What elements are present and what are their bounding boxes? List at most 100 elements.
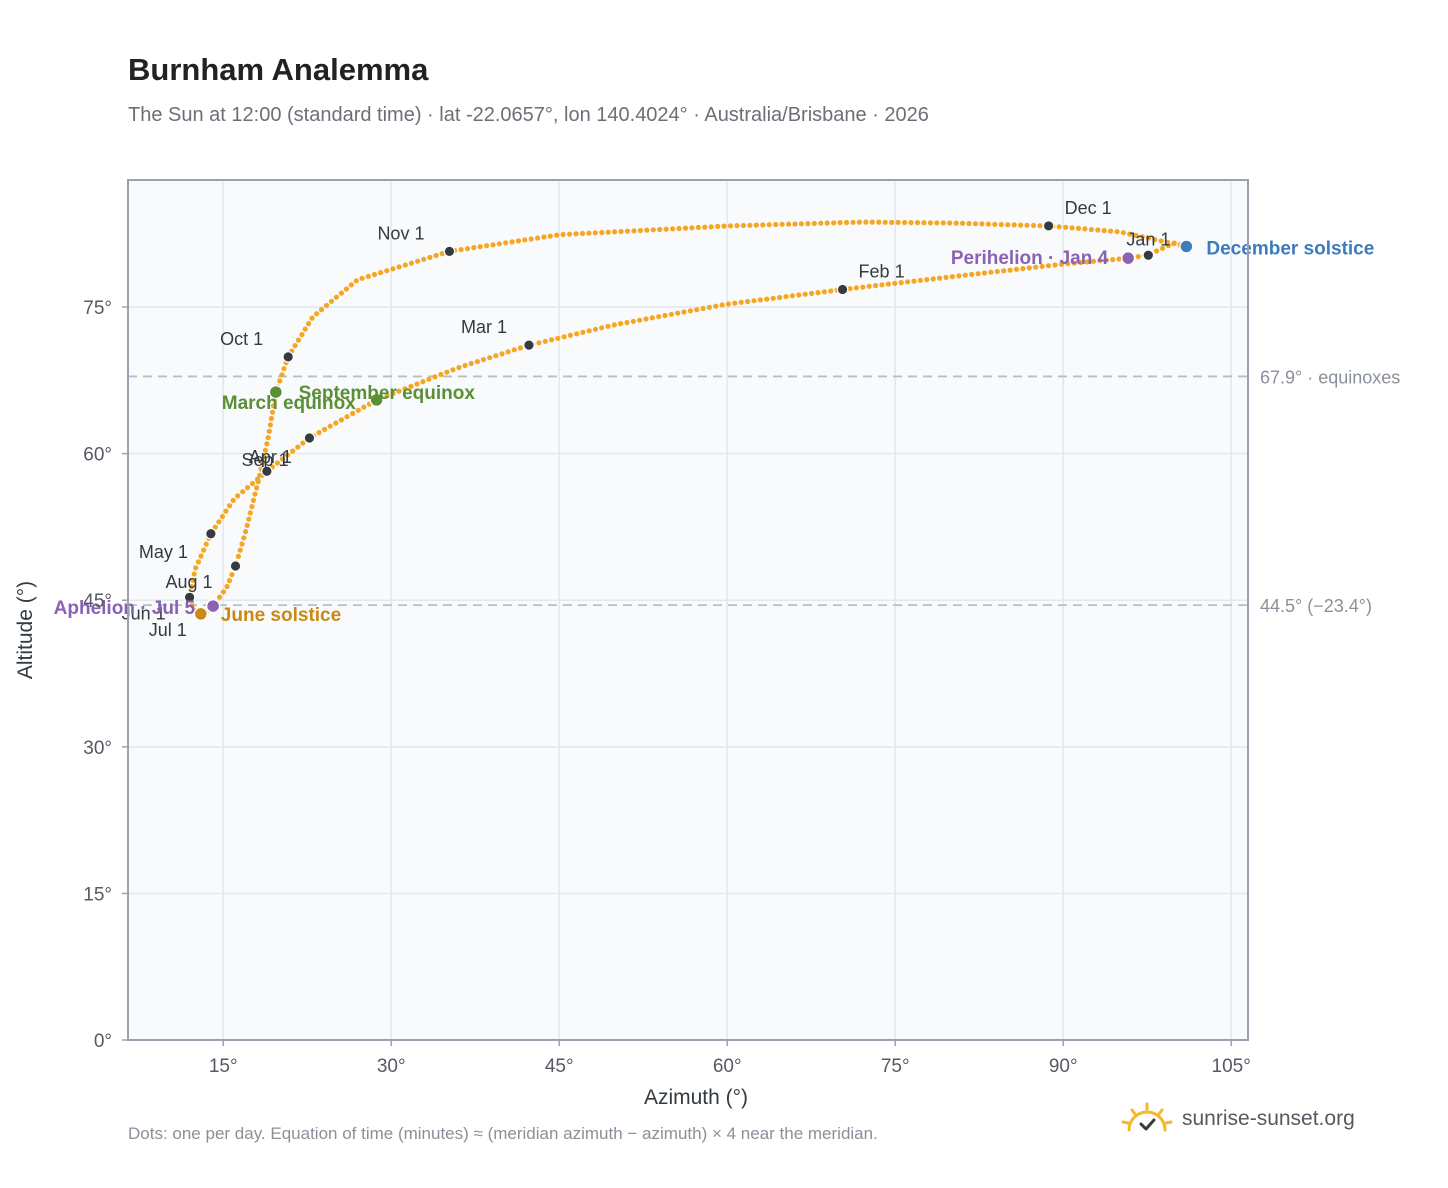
x-tick-label: 45° <box>545 1056 574 1077</box>
day-dot <box>725 301 732 307</box>
day-dot <box>193 565 199 571</box>
day-dot <box>764 296 770 302</box>
day-dot <box>937 275 943 281</box>
day-dot <box>1139 234 1145 240</box>
day-dot <box>255 479 261 485</box>
day-dot <box>338 417 344 423</box>
day-dot <box>637 317 643 323</box>
day-dot <box>396 388 402 394</box>
day-dot <box>734 223 740 229</box>
day-dot <box>438 371 444 378</box>
day-dot <box>241 535 247 541</box>
day-dot <box>262 447 268 453</box>
day-dot <box>1120 230 1126 236</box>
day-dot <box>477 244 483 250</box>
x-axis-label: Azimuth (°) <box>644 1086 748 1109</box>
month-marker <box>303 432 316 444</box>
day-dot <box>408 383 414 389</box>
x-tick-label: 15° <box>209 1056 238 1077</box>
day-dot <box>322 426 328 432</box>
plot-area <box>128 180 1248 1040</box>
day-dot <box>676 225 682 232</box>
day-dot <box>535 235 541 241</box>
day-dot <box>212 524 218 530</box>
brand[interactable]: sunrise-sunset.org <box>1120 1102 1355 1136</box>
day-dot <box>856 219 863 225</box>
day-dot <box>450 367 456 373</box>
day-dot <box>599 325 605 331</box>
day-dot <box>605 323 611 329</box>
day-dot <box>644 227 650 233</box>
day-dot <box>270 403 277 409</box>
event-marker <box>268 384 284 400</box>
day-dot <box>879 282 885 288</box>
day-dot <box>727 223 734 229</box>
day-dot <box>873 283 879 289</box>
day-dot <box>966 220 972 227</box>
day-dot <box>522 237 528 243</box>
day-dot <box>637 227 644 234</box>
day-dot <box>934 220 940 226</box>
day-dot <box>663 226 669 232</box>
day-dot <box>511 347 517 353</box>
day-dot <box>745 298 751 305</box>
day-dot <box>612 229 618 235</box>
day-dot <box>573 231 579 237</box>
day-dot <box>1013 266 1020 272</box>
day-dot <box>675 310 681 316</box>
day-dot <box>203 541 209 547</box>
day-dot <box>869 219 875 225</box>
day-dot <box>415 258 421 264</box>
day-dot <box>1065 261 1071 267</box>
day-dot <box>268 415 274 422</box>
day-dot <box>586 328 592 334</box>
day-dot <box>471 245 477 251</box>
day-dot <box>618 321 624 327</box>
day-dot <box>220 589 226 595</box>
x-tick-label: 60° <box>713 1056 742 1077</box>
day-dot <box>802 291 808 297</box>
day-dot <box>643 316 649 322</box>
day-dot <box>299 332 305 338</box>
event-label: September equinox <box>299 383 476 404</box>
day-dot <box>786 221 792 227</box>
day-dot <box>561 334 567 340</box>
day-dot <box>269 409 276 415</box>
month-label: Nov 1 <box>377 223 424 243</box>
day-dot <box>254 485 260 491</box>
day-dot <box>943 274 949 280</box>
day-dot <box>789 293 796 299</box>
day-dot <box>264 441 270 447</box>
event-marker <box>1120 250 1136 266</box>
event-label: June solstice <box>221 605 341 626</box>
month-marker <box>205 527 217 540</box>
day-dot <box>1097 258 1103 264</box>
day-dot <box>624 319 630 326</box>
day-dot <box>905 279 911 285</box>
y-tick-label: 15° <box>83 884 112 905</box>
day-dot <box>599 229 605 236</box>
day-dot <box>542 338 548 344</box>
day-dot <box>229 572 235 578</box>
day-dot <box>432 374 438 380</box>
day-dot <box>554 232 560 238</box>
day-dot <box>239 541 245 547</box>
event-label: Aphelion · Jul 5 <box>54 598 196 619</box>
day-dot <box>911 278 917 284</box>
day-dot <box>292 343 298 349</box>
day-dot <box>295 337 302 343</box>
day-dot <box>1103 257 1109 263</box>
day-dot <box>947 220 953 226</box>
day-dot <box>250 497 257 503</box>
day-dot <box>402 262 408 268</box>
day-dot <box>314 311 320 317</box>
day-dot <box>226 578 233 584</box>
day-dot <box>760 222 766 228</box>
day-dot <box>266 428 272 434</box>
day-dot <box>371 271 378 278</box>
day-dot <box>1039 263 1045 269</box>
day-dot <box>245 485 251 491</box>
day-dot <box>847 286 853 292</box>
day-dot <box>503 240 509 246</box>
month-marker <box>443 245 456 258</box>
